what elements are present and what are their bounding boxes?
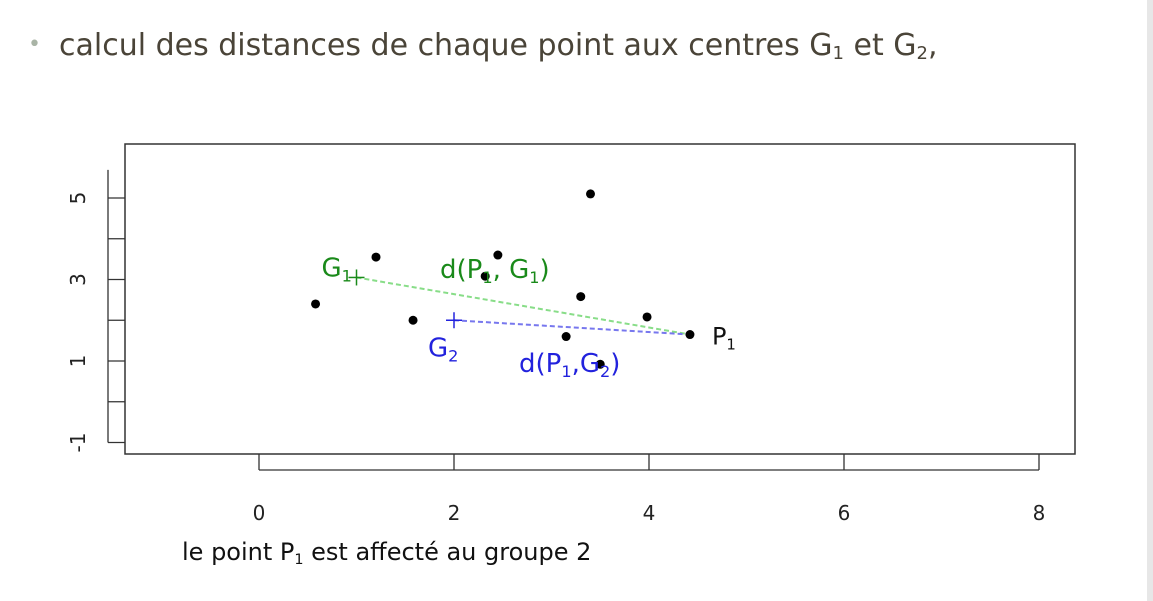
p1-label-part-0: P [712, 323, 726, 351]
x-tick-label-2: 2 [448, 501, 461, 525]
data-point-2 [408, 315, 418, 325]
center-label-G1-part-0: G [322, 253, 342, 283]
data-point-5 [561, 332, 571, 342]
distance-label-G1-part-4: ) [540, 255, 550, 285]
heading-text: calcul des distances de chaque point aux… [58, 28, 833, 63]
p1-label: P1 [712, 323, 736, 354]
distance-lines [356, 276, 691, 336]
x-axis: 0 2 4 6 8 [253, 454, 1046, 525]
distance-label-G1-part-1: 1 [482, 268, 492, 287]
caption-suffix: est affecté au groupe 2 [303, 538, 592, 566]
distance-label-G1: d(P1, G1) [440, 255, 550, 287]
heading-mid: et G [843, 28, 917, 63]
bullet-marker: • [28, 32, 41, 57]
window-edge [1147, 0, 1153, 601]
x-tick-label-6: 6 [838, 501, 851, 525]
center-label-G1: G1 [322, 253, 352, 285]
heading-g1-sub: 1 [832, 43, 844, 64]
data-point-6 [576, 292, 586, 302]
caption: le point P1 est affecté au groupe 2 [182, 538, 591, 568]
caption-sub: 1 [294, 552, 304, 568]
data-point-8 [595, 359, 605, 369]
y-tick-label-3: 3 [66, 273, 90, 286]
y-tick-label--1: -1 [66, 433, 90, 453]
p1-label-part-1: 1 [726, 336, 735, 354]
data-point-4 [493, 250, 503, 260]
data-point-3 [480, 271, 490, 281]
distance-label-G1-part-2: , G [493, 255, 530, 285]
distance-label-G2-part-4: ) [610, 349, 620, 379]
distance-label-G2-part-3: 2 [600, 362, 610, 381]
data-point-10 [685, 330, 695, 340]
heading-g2-sub: 2 [916, 43, 928, 64]
distance-line-G1 [356, 276, 691, 336]
plot-frame [124, 143, 1076, 455]
centers [348, 269, 462, 329]
distance-line-G2 [453, 319, 691, 336]
y-tick-label-1: 1 [66, 355, 90, 368]
caption-prefix: le point P [182, 538, 295, 566]
data-point-1 [371, 252, 381, 262]
x-tick-label-0: 0 [253, 501, 266, 525]
data-point-0 [311, 299, 321, 309]
distance-label-G1-part-0: d(P [440, 255, 482, 285]
data-point-7 [586, 189, 595, 199]
data-point-9 [642, 312, 652, 322]
distance-label-G2: d(P1,G2) [519, 349, 620, 381]
heading-tail: , [927, 28, 938, 63]
y-tick-label-5: 5 [66, 192, 90, 205]
x-tick-label-4: 4 [643, 501, 656, 525]
distance-label-G2-part-2: ,G [572, 349, 600, 379]
distance-label-G2-part-1: 1 [561, 362, 571, 381]
distance-label-G2-part-0: d(P [519, 349, 561, 379]
center-label-G2: G2 [428, 333, 458, 365]
center-label-G2-part-0: G [428, 333, 448, 363]
x-tick-label-8: 8 [1033, 501, 1046, 525]
data-points [311, 189, 695, 369]
y-axis: -1 1 3 5 [66, 169, 125, 453]
center-label-G2-part-1: 2 [448, 346, 458, 365]
slide-heading: • calcul des distances de chaque point au… [28, 28, 938, 64]
distance-label-G1-part-3: 1 [529, 268, 539, 287]
center-label-G1-part-1: 1 [342, 266, 352, 285]
